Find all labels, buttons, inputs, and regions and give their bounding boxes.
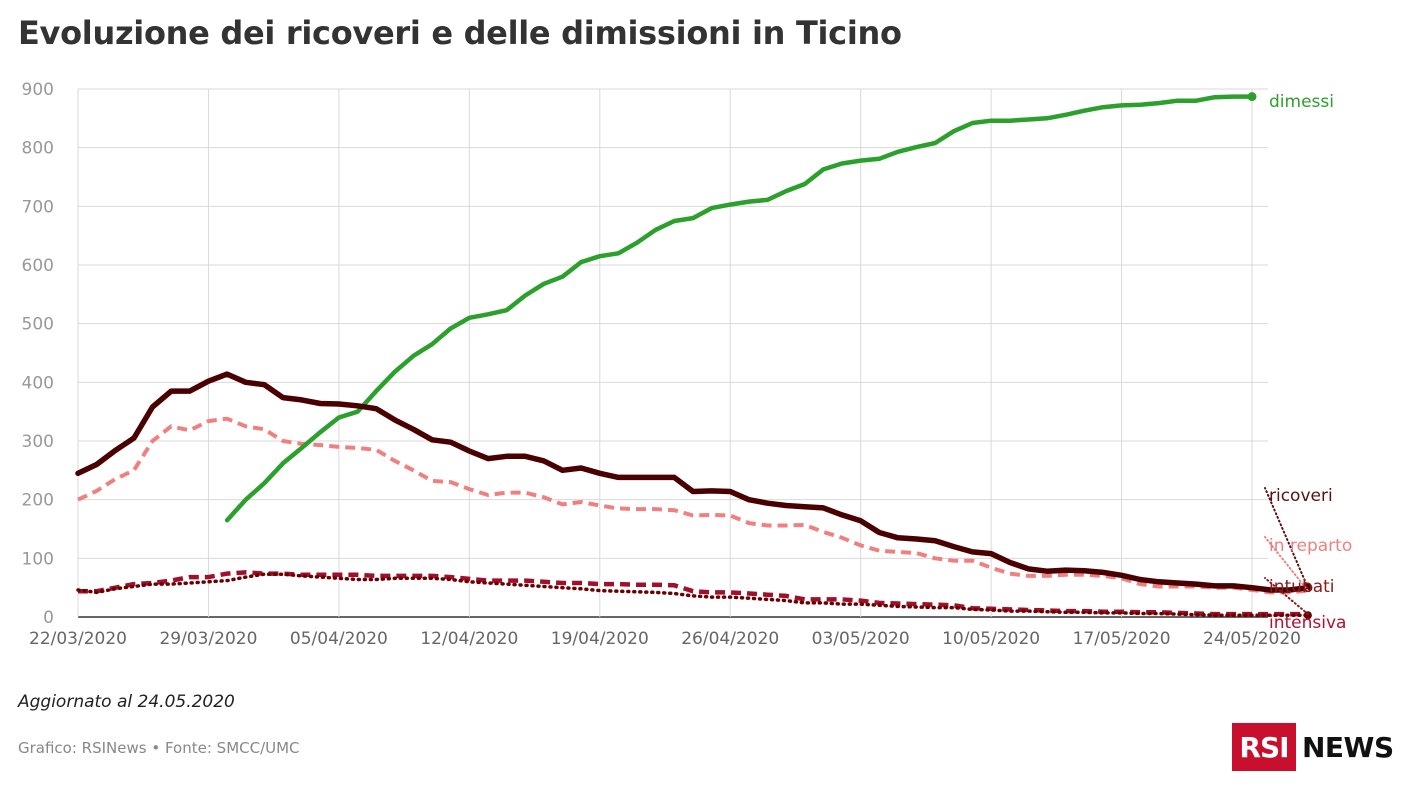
label-leader-in-reparto [1264,536,1309,592]
y-tick-label: 0 [43,608,54,628]
grid-lines [77,88,1268,618]
page-title: Evoluzione dei ricoveri e delle dimissio… [18,14,902,52]
series-line-in-reparto [77,416,1309,595]
series-label-dimessi: dimessi [1269,92,1334,112]
y-tick-label: 400 [22,373,54,393]
x-tick-label: 05/04/2020 [290,629,388,649]
x-tick-label: 19/04/2020 [551,629,649,649]
source-note: Grafico: RSINews • Fonte: SMCC/UMC [18,739,300,757]
y-tick-label: 500 [22,315,54,335]
y-axis: 0 100 200 300 400 500 600 700 800 900 [22,80,54,628]
x-tick-label: 03/05/2020 [812,629,910,649]
y-tick-label: 600 [22,256,54,276]
y-tick-label: 800 [22,139,54,159]
series-label-ricoveri: ricoveri [1269,486,1333,506]
series-label-intensiva: intensiva [1269,613,1346,633]
x-tick-label: 10/05/2020 [942,629,1040,649]
series-line-ricoveri [75,371,1311,593]
y-tick-label: 900 [22,80,54,100]
series-label-in-reparto: in reparto [1269,536,1352,556]
series-label-intubati: intubati [1269,577,1335,597]
series-lines [75,92,1313,620]
x-tick-label: 26/04/2020 [681,629,779,649]
y-tick-label: 700 [22,197,54,217]
series-labels: dimessi ricoveri in reparto intubati intensi… [1264,92,1352,633]
x-axis: 22/03/2020 29/03/2020 05/04/2020 12/04/2020… [29,629,1301,649]
y-tick-label: 100 [22,549,54,569]
series-line-intensiva [76,572,1310,617]
series-end-dot-dimessi [1247,92,1257,102]
x-tick-label: 24/05/2020 [1203,629,1301,649]
series-end-dot-intensiva [1303,611,1312,620]
logo-box: RSI [1232,723,1296,771]
y-tick-label: 200 [22,491,54,511]
x-tick-label: 12/04/2020 [420,629,518,649]
label-leader-intubati [1264,577,1309,616]
logo-text: NEWS [1302,730,1394,764]
updated-note: Aggiornato al 24.05.2020 [18,692,235,712]
x-tick-label: 17/05/2020 [1073,629,1171,649]
x-tick-label: 29/03/2020 [159,629,257,649]
y-tick-label: 300 [22,432,54,452]
rsi-news-logo: RSI NEWS [1232,723,1394,771]
x-tick-label: 22/03/2020 [29,629,127,649]
series-line-dimessi [224,94,1255,523]
